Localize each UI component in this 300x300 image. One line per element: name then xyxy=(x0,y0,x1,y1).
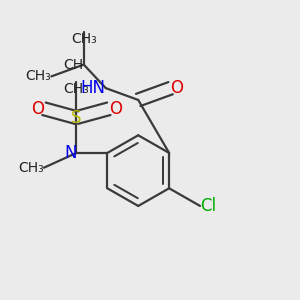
Text: CH₃: CH₃ xyxy=(71,32,97,46)
Text: HN: HN xyxy=(81,79,106,97)
Text: CH₃: CH₃ xyxy=(18,161,44,175)
Text: N: N xyxy=(64,144,76,162)
Text: Cl: Cl xyxy=(200,197,216,215)
Text: S: S xyxy=(71,109,82,127)
Text: CH₃: CH₃ xyxy=(64,82,89,96)
Text: O: O xyxy=(171,79,184,97)
Text: CH₃: CH₃ xyxy=(26,69,51,83)
Text: O: O xyxy=(109,100,122,118)
Text: CH: CH xyxy=(64,58,84,72)
Text: O: O xyxy=(31,100,44,118)
